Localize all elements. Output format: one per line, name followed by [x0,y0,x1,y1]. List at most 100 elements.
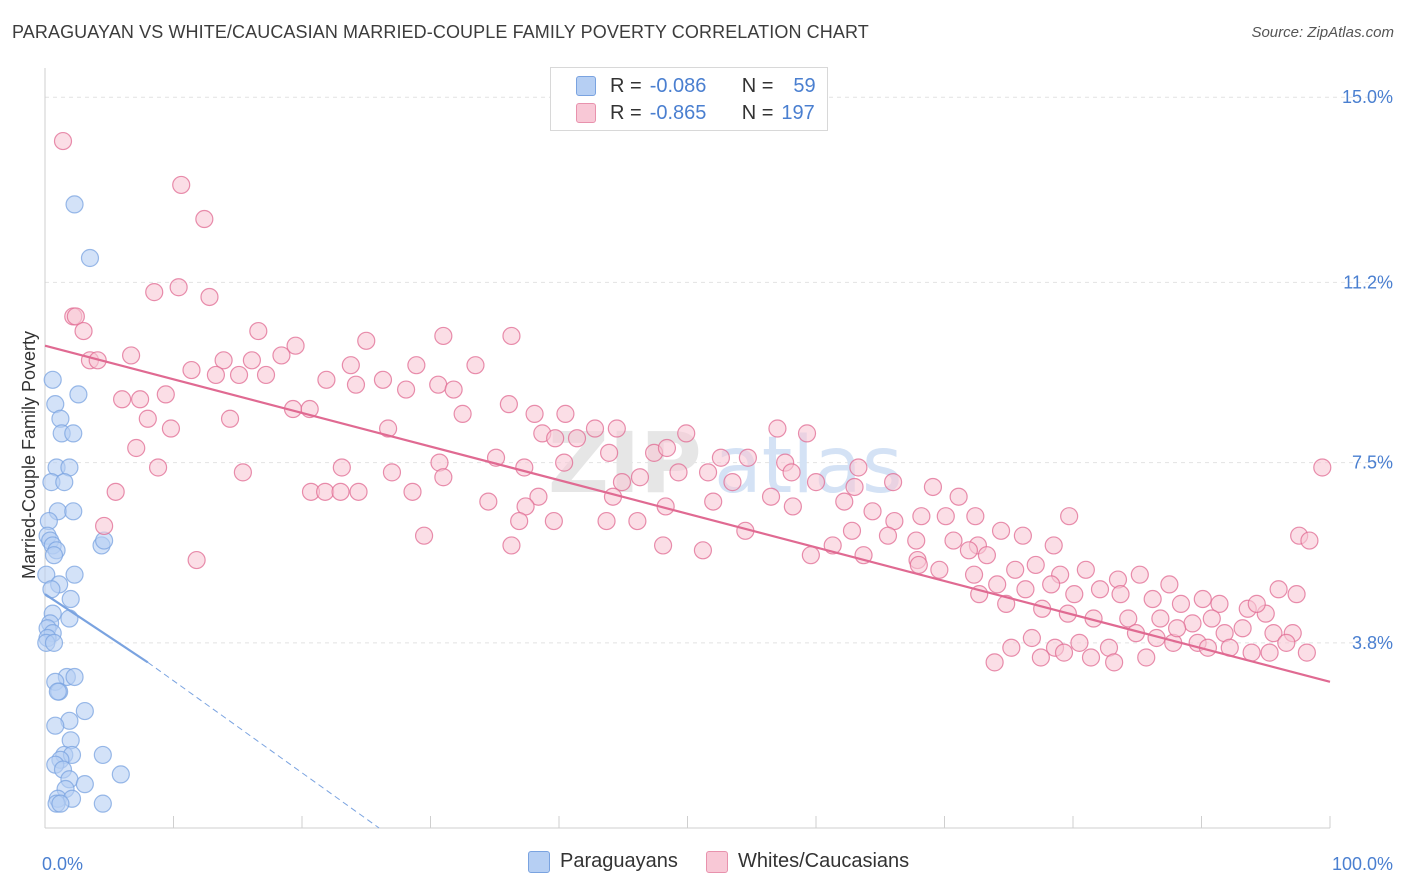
data-point [806,473,826,492]
data-point [991,521,1011,540]
data-point [74,321,93,341]
data-point [930,560,949,579]
y-tick-label: 15.0% [1342,87,1393,107]
trend-line [44,593,149,664]
data-point [75,775,94,794]
trend-line-extension [147,661,380,829]
data-point [1242,643,1261,662]
data-point [1287,585,1306,604]
data-point [612,473,632,492]
data-point [1151,609,1170,628]
data-point [48,682,67,701]
data-point [127,438,146,458]
data-point [60,609,79,628]
data-point [907,531,926,550]
data-point [64,424,83,443]
data-point [95,516,114,536]
y-tick-label: 7.5% [1352,453,1393,473]
data-point [1031,648,1050,667]
data-point [75,701,94,721]
data-point [544,511,563,531]
data-point [657,438,677,458]
data-point [316,482,335,501]
legend-item-paraguayans[interactable]: Paraguayans [528,850,678,873]
data-point [845,477,864,497]
data-point [600,443,619,462]
data-point [46,716,65,735]
data-point [1130,565,1149,584]
data-point [61,589,80,609]
data-point [669,463,688,482]
data-point [453,404,472,423]
data-point [51,794,70,813]
legend-swatch-whites-caucasians [706,850,728,873]
data-point [349,482,368,501]
data-point [849,458,868,477]
data-point [878,526,898,545]
data-point [555,453,574,472]
data-point [1160,575,1179,594]
legend-r-label: R = [610,101,642,124]
data-point [964,565,984,584]
y-tick-label: 11.2% [1343,272,1393,292]
data-point [797,424,817,443]
x-tick-label: 100.0% [1332,854,1393,874]
data-point [909,555,928,575]
x-tick-label: 0.0% [42,854,83,874]
data-point [80,248,100,268]
y-tick-label: 3.8% [1352,633,1393,653]
legend-swatch-whites-caucasians [576,103,596,123]
data-point [378,419,398,438]
stats-legend-row-whites: R = -0.865 N = 197 [576,101,815,125]
data-point [1167,619,1187,638]
data-point [653,536,673,555]
data-point [936,507,955,526]
data-point [172,175,191,195]
data-point [1193,589,1212,609]
data-point [677,424,696,443]
data-point [782,463,801,482]
data-point [1297,643,1316,662]
data-point [723,473,742,492]
data-point [1313,458,1332,477]
data-point [1210,594,1229,613]
data-point [1044,536,1063,555]
y-axis-label: Married-Couple Family Poverty [19,331,39,579]
source-label: Source: ZipAtlas.com [1251,24,1394,41]
data-point [988,575,1007,594]
data-point [944,531,963,550]
data-point [65,667,84,687]
data-point [711,448,731,467]
data-point [256,365,276,385]
data-point [434,326,453,346]
data-point [502,536,521,555]
data-point [317,370,336,389]
data-point [93,794,112,813]
data-point [69,385,88,404]
data-point [111,765,130,784]
data-point [630,468,650,487]
data-point [1006,560,1025,579]
stats-legend-row-paraguayans: R = -0.086 N = 59 [576,74,816,98]
data-point [55,473,74,492]
data-point [65,195,84,214]
series-paraguayans [37,195,130,813]
legend-n-value: 197 [781,101,815,124]
data-point [835,492,854,511]
legend-r-label: R = [610,74,642,97]
data-point [331,482,350,501]
data-point [130,390,150,409]
data-point [597,511,616,531]
data-point [1183,614,1202,633]
legend-item-whites-caucasians[interactable]: Whites/Caucasians [706,850,909,873]
data-point [156,385,175,404]
data-point [738,448,757,467]
data-point [65,565,84,584]
data-point [510,511,529,531]
data-point [286,336,305,355]
legend-n-value: 59 [793,74,816,97]
data-point [863,502,882,521]
data-point [195,209,214,229]
data-point [249,321,268,341]
trend-line [44,344,1331,683]
